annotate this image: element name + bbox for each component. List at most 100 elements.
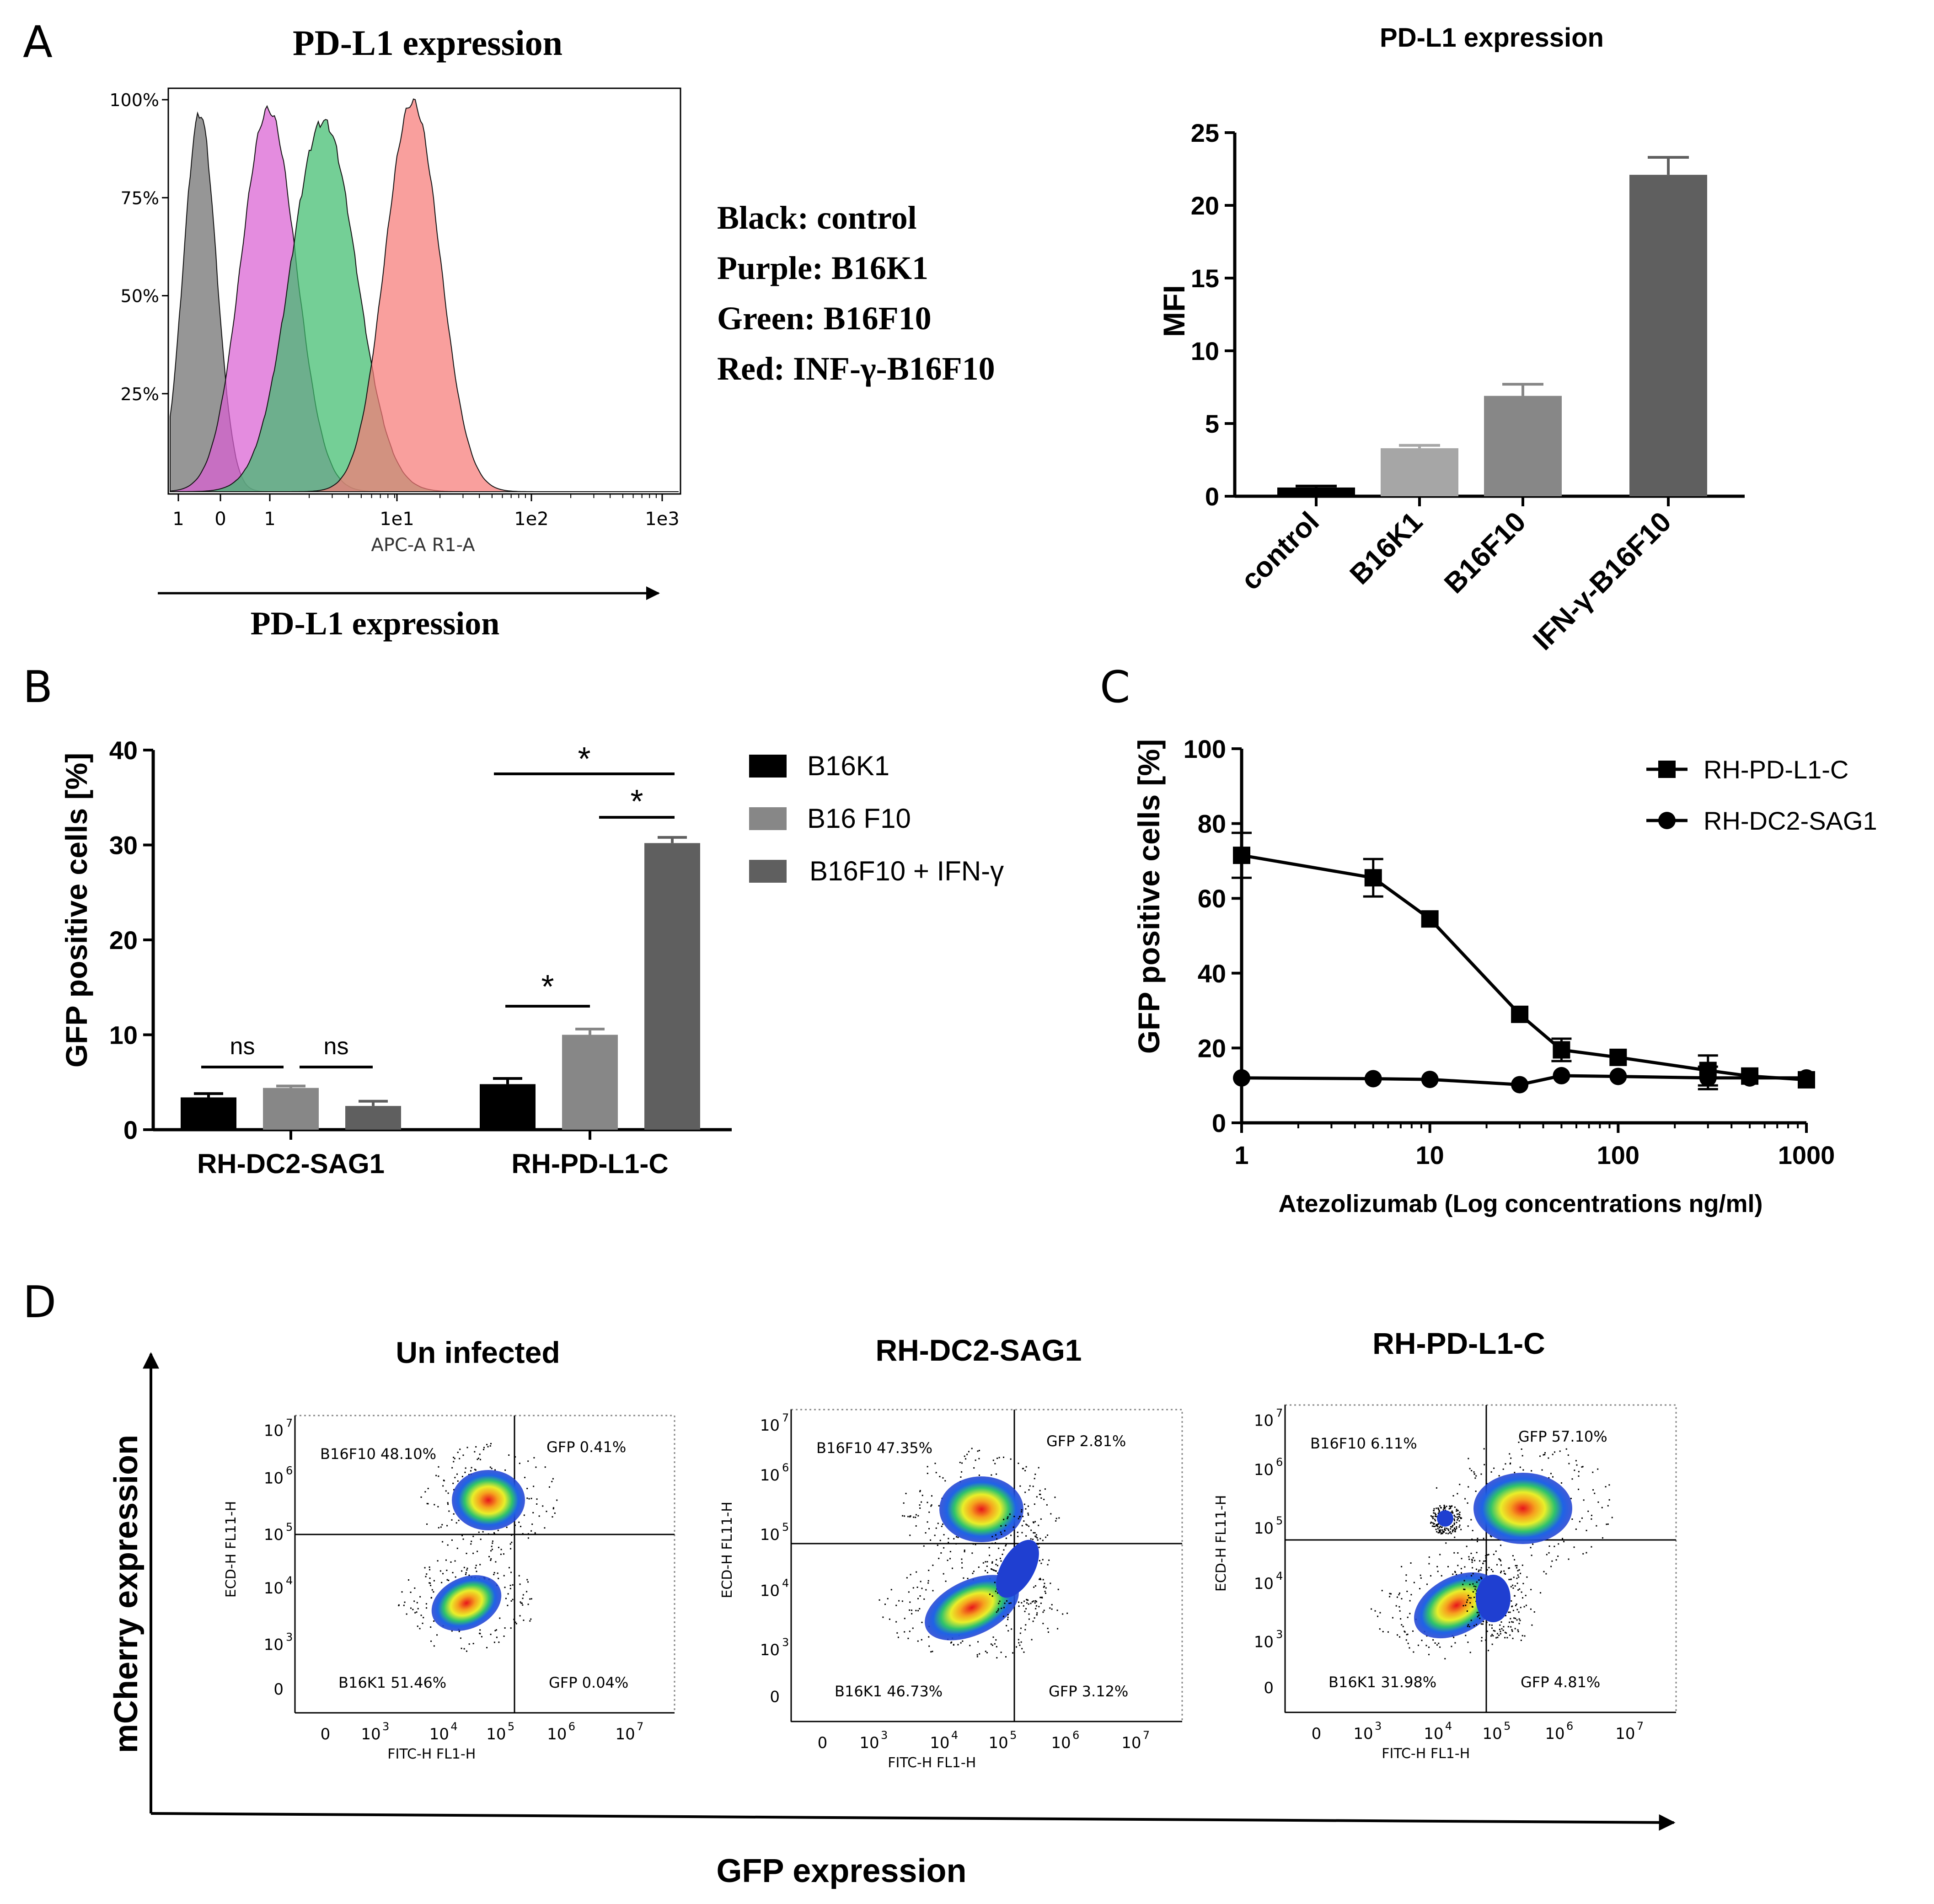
flow-event-dot: [433, 1645, 435, 1647]
flow-event-dot: [1044, 1488, 1046, 1490]
flow-event-dot: [1592, 1471, 1594, 1473]
flow-event-dot: [437, 1560, 439, 1562]
flow-event-dot: [1521, 1597, 1523, 1599]
flow-event-dot: [995, 1570, 996, 1572]
c-legend-label: RH-PD-L1-C: [1704, 755, 1848, 784]
flow-event-dot: [427, 1488, 429, 1490]
flow-event-dot: [1450, 1533, 1452, 1534]
flow-event-dot: [1047, 1631, 1049, 1633]
flow-event-dot: [1466, 1610, 1468, 1612]
flow-event-dot: [949, 1558, 951, 1560]
flow-event-dot: [493, 1574, 495, 1576]
flow-event-dot: [429, 1577, 431, 1579]
flow-event-dot: [1508, 1567, 1510, 1569]
flow-event-dot: [1436, 1516, 1437, 1518]
flow-event-dot: [912, 1587, 914, 1589]
flow-event-dot: [1448, 1529, 1450, 1531]
flow-event-dot: [1471, 1606, 1473, 1608]
flow-event-dot: [944, 1480, 946, 1482]
flow-event-dot: [1434, 1515, 1436, 1517]
flow-event-dot: [1447, 1566, 1449, 1567]
flow-event-dot: [500, 1549, 502, 1550]
flow-event-dot: [423, 1617, 424, 1619]
flow-event-dot: [1475, 1475, 1477, 1477]
flow-event-dot: [1430, 1522, 1432, 1524]
flow-event-dot: [966, 1453, 968, 1455]
flow-event-dot: [1459, 1484, 1461, 1486]
flow-event-dot: [1034, 1617, 1035, 1619]
flow-event-dot: [514, 1530, 515, 1532]
flow-event-dot: [1548, 1477, 1550, 1479]
flow-event-dot: [530, 1530, 532, 1532]
flow-event-dot: [1435, 1514, 1437, 1516]
flow-event-dot: [454, 1458, 455, 1459]
flow-event-dot: [1453, 1552, 1455, 1554]
flow-y-tick-label: 10: [760, 1526, 780, 1544]
flow-x-tick-label: 10: [1121, 1734, 1141, 1752]
flow-event-dot: [994, 1463, 996, 1464]
flow-y-tick-exp: 5: [286, 1521, 293, 1534]
flow-event-dot: [1000, 1531, 1002, 1533]
flow-event-dot: [503, 1636, 505, 1637]
flow-event-dot: [522, 1604, 524, 1606]
c-legend-marker-square: [1658, 761, 1676, 778]
flow-event-dot: [1439, 1646, 1441, 1648]
flow-x-tick-exp: 7: [1143, 1729, 1150, 1742]
flow-event-dot: [1451, 1646, 1452, 1647]
flow-event-dot: [495, 1629, 497, 1631]
flow-event-dot: [1454, 1506, 1456, 1508]
flow-event-dot: [1058, 1517, 1060, 1519]
flow-event-dot: [1576, 1464, 1578, 1466]
flow-event-dot: [527, 1581, 529, 1583]
b-significance-label: ns: [324, 1033, 349, 1060]
c-legend-marker-circle: [1658, 812, 1676, 829]
legend-ifn-b16f10: Red: INF-γ-B16F10: [717, 350, 995, 387]
flow-event-dot: [1410, 1594, 1412, 1596]
flow-event-dot: [932, 1564, 934, 1566]
flow-event-dot: [1051, 1608, 1053, 1610]
flow-event-dot: [992, 1569, 994, 1571]
flow-event-dot: [1025, 1608, 1027, 1609]
flow-event-dot: [1005, 1545, 1007, 1547]
flow-event-dot: [1034, 1532, 1036, 1534]
flow-event-dot: [1520, 1572, 1521, 1574]
flow-x-tick-label: 10: [615, 1725, 635, 1743]
flow-event-dot: [996, 1559, 997, 1561]
flow-event-dot: [433, 1591, 434, 1593]
flow-event-dot: [1439, 1505, 1441, 1507]
flow-event-dot: [1435, 1520, 1436, 1522]
flow-event-dot: [424, 1567, 426, 1569]
flow-event-dot: [481, 1636, 482, 1638]
flow-event-dot: [1607, 1523, 1609, 1525]
flow-event-dot: [1035, 1601, 1037, 1603]
flow-event-dot: [1470, 1620, 1472, 1621]
flow-event-dot: [915, 1517, 916, 1518]
flow-y-tick-label: 10: [1254, 1519, 1274, 1538]
flow-x-tick-exp: 6: [1566, 1720, 1573, 1732]
flow-event-dot: [1446, 1528, 1447, 1529]
flow-event-dot: [1439, 1530, 1441, 1532]
flow-event-dot: [1445, 1529, 1446, 1531]
flow-event-dot: [1515, 1565, 1516, 1566]
flow-event-dot: [528, 1498, 530, 1500]
flow-event-dot: [1026, 1599, 1028, 1601]
b-y-tick-label: 20: [109, 926, 138, 955]
c-y-tick-label: 80: [1198, 810, 1226, 838]
flow-event-dot: [998, 1457, 1000, 1459]
flow-event-dot: [483, 1447, 485, 1448]
flow-event-dot: [931, 1495, 932, 1497]
flow-event-dot: [1552, 1476, 1554, 1478]
flow-event-dot: [527, 1460, 529, 1462]
flow-event-dot: [1036, 1537, 1038, 1539]
flow-event-dot: [446, 1579, 448, 1581]
flow-event-dot: [1472, 1591, 1474, 1593]
b-legend-label: B16F10 + IFN-γ: [809, 856, 1004, 886]
flow-event-dot: [452, 1482, 454, 1484]
flow-event-dot: [1433, 1508, 1435, 1510]
flow-event-dot: [515, 1623, 517, 1625]
flow-event-dot: [1433, 1510, 1435, 1512]
flow-event-dot: [1011, 1628, 1013, 1630]
c-point-square: [1421, 910, 1439, 928]
flow-quadrant-ul: B16F10 48.10%: [320, 1445, 436, 1463]
flow-event-dot: [1502, 1468, 1504, 1470]
